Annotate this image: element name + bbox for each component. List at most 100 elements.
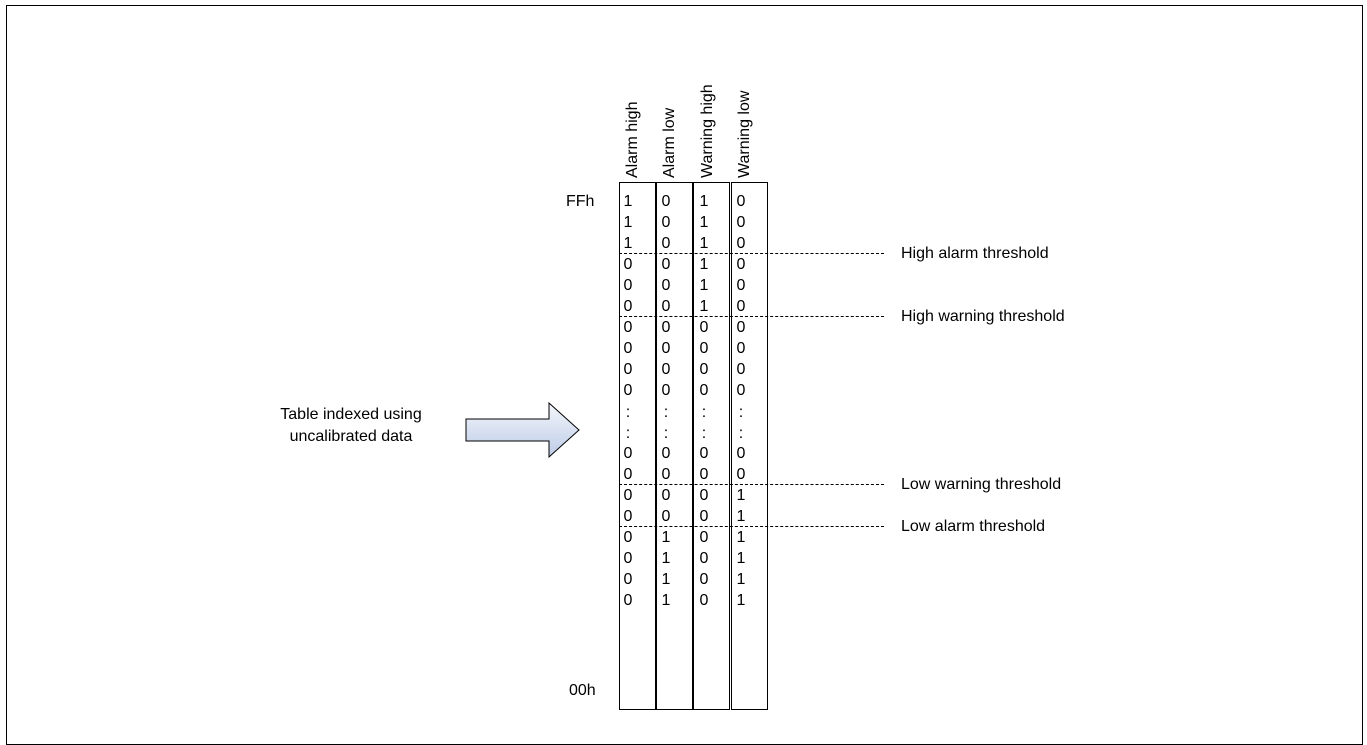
table-cell: 0: [736, 382, 746, 399]
table-cell: 0: [661, 487, 671, 504]
table-cell: 0: [661, 319, 671, 336]
table-cell: 0: [661, 193, 671, 210]
table-column-warning-low: [731, 182, 768, 710]
threshold-line: [619, 484, 884, 485]
table-cell: 0: [736, 445, 746, 462]
table-cell: 0: [623, 592, 633, 609]
table-cell: 0: [699, 466, 709, 483]
table-cell: :: [738, 425, 744, 442]
column-header-alarm-low: Alarm low: [661, 107, 678, 178]
table-column-warning-high: [693, 182, 730, 710]
table-cell: 0: [699, 319, 709, 336]
table-cell: 0: [736, 340, 746, 357]
table-cell: 1: [699, 277, 709, 294]
table-cell: 1: [736, 550, 746, 567]
table-cell: 0: [699, 508, 709, 525]
table-cell: :: [701, 404, 707, 421]
table-cell: 1: [699, 235, 709, 252]
table-cell: 0: [623, 256, 633, 273]
table-column-alarm-high: [619, 182, 656, 710]
table-cell: 1: [623, 235, 633, 252]
table-cell: 0: [661, 235, 671, 252]
column-header-warning-low: Warning low: [736, 90, 753, 178]
table-cell: 0: [623, 340, 633, 357]
table-cell: 0: [623, 298, 633, 315]
table-cell: 0: [699, 592, 709, 609]
table-cell: 1: [623, 214, 633, 231]
table-cell: 0: [699, 340, 709, 357]
table-cell: 0: [699, 487, 709, 504]
threshold-label: High alarm threshold: [901, 245, 1049, 262]
column-header-warning-high: Warning high: [699, 84, 716, 178]
table-column-alarm-low: [656, 182, 693, 710]
index-caption-line-1: Table indexed using: [280, 406, 422, 423]
table-cell: 1: [699, 214, 709, 231]
range-bottom-label: 00h: [569, 682, 596, 699]
right-arrow-icon: [465, 402, 580, 458]
table-cell: 0: [623, 466, 633, 483]
table-cell: 0: [699, 361, 709, 378]
table-cell: 0: [623, 571, 633, 588]
table-cell: 1: [661, 571, 671, 588]
threshold-line: [619, 526, 884, 527]
table-cell: 1: [736, 508, 746, 525]
table-cell: 0: [661, 340, 671, 357]
table-cell: 0: [661, 445, 671, 462]
table-cell: 1: [736, 529, 746, 546]
table-cell: 0: [623, 445, 633, 462]
table-cell: :: [625, 425, 631, 442]
table-cell: 1: [623, 193, 633, 210]
table-cell: 0: [661, 298, 671, 315]
table-cell: 0: [736, 277, 746, 294]
table-cell: 1: [699, 298, 709, 315]
table-cell: 0: [736, 298, 746, 315]
table-cell: 0: [661, 508, 671, 525]
table-cell: 0: [699, 529, 709, 546]
threshold-label: Low warning threshold: [901, 476, 1062, 493]
table-cell: 0: [661, 214, 671, 231]
table-cell: 1: [699, 256, 709, 273]
table-cell: 0: [736, 319, 746, 336]
threshold-line: [619, 253, 884, 254]
table-cell: 0: [699, 550, 709, 567]
table-cell: 1: [661, 529, 671, 546]
table-cell: 0: [661, 382, 671, 399]
table-cell: 0: [736, 193, 746, 210]
table-cell: :: [701, 425, 707, 442]
table-cell: 0: [623, 487, 633, 504]
table-cell: :: [738, 404, 744, 421]
table-cell: 1: [736, 592, 746, 609]
table-cell: 0: [661, 466, 671, 483]
table-cell: 0: [623, 382, 633, 399]
threshold-label: High warning threshold: [901, 308, 1065, 325]
column-header-alarm-high: Alarm high: [624, 101, 641, 178]
table-cell: 0: [623, 319, 633, 336]
table-cell: 0: [736, 256, 746, 273]
table-cell: 0: [699, 445, 709, 462]
table-cell: 0: [661, 361, 671, 378]
table-cell: 0: [736, 214, 746, 231]
table-cell: 1: [736, 571, 746, 588]
table-cell: 0: [623, 529, 633, 546]
table-cell: :: [625, 404, 631, 421]
table-cell: 0: [623, 550, 633, 567]
table-cell: 0: [661, 277, 671, 294]
table-cell: 0: [736, 235, 746, 252]
table-cell: 0: [661, 256, 671, 273]
index-caption: Table indexed using uncalibrated data: [244, 404, 458, 448]
table-cell: 1: [699, 193, 709, 210]
table-cell: 0: [736, 361, 746, 378]
table-cell: 0: [736, 466, 746, 483]
table-cell: 0: [623, 508, 633, 525]
table-cell: :: [663, 425, 669, 442]
threshold-label: Low alarm threshold: [901, 518, 1046, 535]
table-cell: 1: [661, 592, 671, 609]
threshold-line: [619, 316, 884, 317]
index-caption-line-2: uncalibrated data: [289, 428, 413, 445]
table-cell: 1: [661, 550, 671, 567]
table-cell: 0: [699, 571, 709, 588]
table-cell: :: [663, 404, 669, 421]
range-top-label: FFh: [566, 193, 595, 210]
table-cell: 1: [736, 487, 746, 504]
table-cell: 0: [623, 361, 633, 378]
